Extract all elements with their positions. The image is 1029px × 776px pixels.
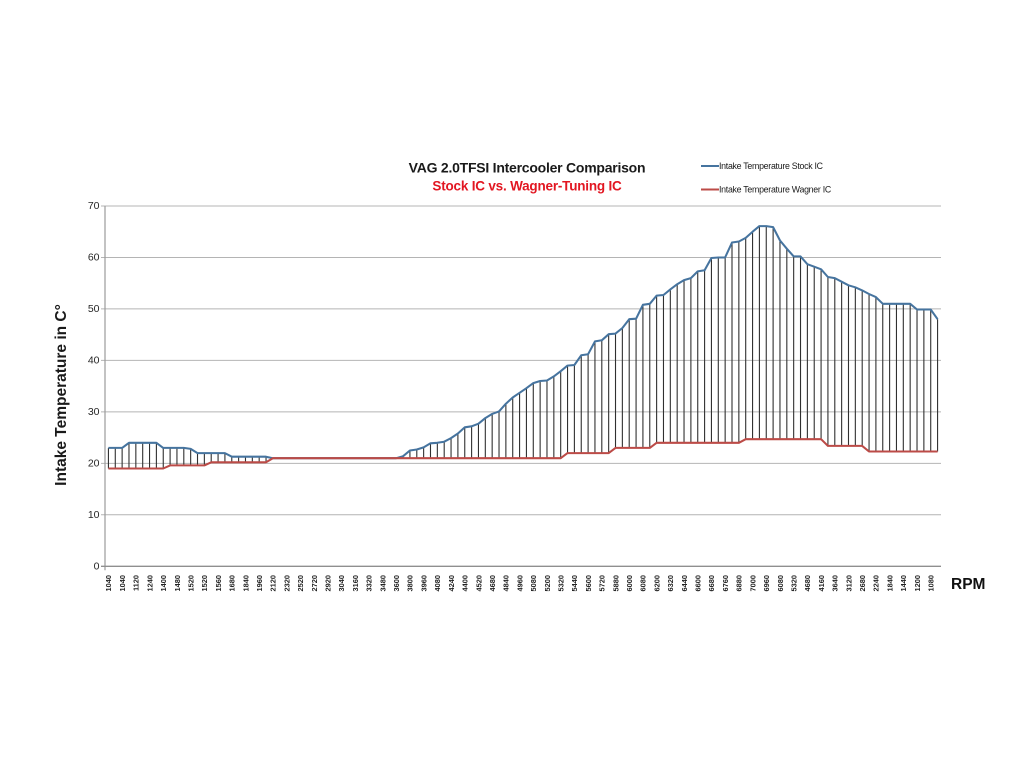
svg-text:10: 10 — [88, 509, 100, 521]
svg-text:1520: 1520 — [187, 575, 196, 591]
svg-text:3120: 3120 — [844, 575, 853, 591]
svg-text:6080: 6080 — [776, 575, 785, 591]
svg-text:6080: 6080 — [639, 575, 648, 591]
svg-text:3480: 3480 — [378, 575, 387, 591]
svg-text:3600: 3600 — [392, 575, 401, 591]
svg-text:5440: 5440 — [570, 575, 579, 591]
svg-text:6440: 6440 — [680, 575, 689, 591]
svg-text:5880: 5880 — [611, 575, 620, 591]
svg-text:6200: 6200 — [652, 575, 661, 591]
svg-text:4160: 4160 — [817, 575, 826, 591]
svg-text:2240: 2240 — [872, 575, 881, 591]
svg-text:1480: 1480 — [173, 575, 182, 591]
svg-text:4080: 4080 — [433, 575, 442, 591]
svg-text:VAG 2.0TFSI Intercooler Compar: VAG 2.0TFSI Intercooler Comparison — [409, 160, 646, 176]
svg-text:6680: 6680 — [707, 575, 716, 591]
svg-text:30: 30 — [88, 406, 100, 418]
svg-text:2320: 2320 — [282, 575, 291, 591]
svg-text:3960: 3960 — [419, 575, 428, 591]
svg-text:RPM: RPM — [951, 576, 985, 593]
svg-text:3040: 3040 — [337, 575, 346, 591]
svg-text:1520: 1520 — [200, 575, 209, 591]
svg-text:Intake Temperature Stock IC: Intake Temperature Stock IC — [719, 161, 824, 171]
svg-text:5720: 5720 — [598, 575, 607, 591]
svg-text:1440: 1440 — [899, 575, 908, 591]
svg-text:4680: 4680 — [488, 575, 497, 591]
svg-text:5080: 5080 — [529, 575, 538, 591]
svg-text:50: 50 — [88, 303, 100, 315]
svg-text:3640: 3640 — [831, 575, 840, 591]
svg-text:6320: 6320 — [666, 575, 675, 591]
svg-text:2520: 2520 — [296, 575, 305, 591]
svg-text:2680: 2680 — [858, 575, 867, 591]
svg-text:1200: 1200 — [913, 575, 922, 591]
svg-text:1560: 1560 — [214, 575, 223, 591]
svg-text:5600: 5600 — [584, 575, 593, 591]
svg-text:4520: 4520 — [474, 575, 483, 591]
svg-text:6000: 6000 — [625, 575, 634, 591]
svg-text:1840: 1840 — [241, 575, 250, 591]
svg-text:5320: 5320 — [557, 575, 566, 591]
svg-text:6960: 6960 — [762, 575, 771, 591]
svg-text:6600: 6600 — [694, 575, 703, 591]
svg-text:2920: 2920 — [324, 575, 333, 591]
svg-text:6760: 6760 — [721, 575, 730, 591]
svg-text:1960: 1960 — [255, 575, 264, 591]
svg-text:5320: 5320 — [790, 575, 799, 591]
svg-text:7000: 7000 — [748, 575, 757, 591]
svg-text:Stock IC vs. Wagner-Tuning IC: Stock IC vs. Wagner-Tuning IC — [432, 179, 622, 194]
svg-text:5200: 5200 — [543, 575, 552, 591]
svg-text:3800: 3800 — [406, 575, 415, 591]
svg-text:3160: 3160 — [351, 575, 360, 591]
svg-text:70: 70 — [88, 200, 100, 212]
svg-text:60: 60 — [88, 252, 100, 264]
svg-text:1120: 1120 — [132, 575, 141, 591]
svg-text:Intake Temperature in C°: Intake Temperature in C° — [53, 304, 70, 486]
svg-text:1240: 1240 — [145, 575, 154, 591]
svg-text:20: 20 — [88, 457, 100, 469]
svg-text:1840: 1840 — [885, 575, 894, 591]
svg-text:1080: 1080 — [927, 575, 936, 591]
svg-text:1680: 1680 — [228, 575, 237, 591]
svg-text:1040: 1040 — [118, 575, 127, 591]
svg-text:6880: 6880 — [735, 575, 744, 591]
svg-text:4400: 4400 — [461, 575, 470, 591]
svg-text:0: 0 — [94, 560, 100, 572]
svg-text:40: 40 — [88, 354, 100, 366]
svg-text:4680: 4680 — [803, 575, 812, 591]
svg-text:4960: 4960 — [515, 575, 524, 591]
svg-text:2720: 2720 — [310, 575, 319, 591]
svg-text:1400: 1400 — [159, 575, 168, 591]
svg-text:Intake Temperature Wagner IC: Intake Temperature Wagner IC — [719, 185, 832, 195]
svg-text:1040: 1040 — [104, 575, 113, 591]
svg-text:4240: 4240 — [447, 575, 456, 591]
svg-text:4840: 4840 — [502, 575, 511, 591]
svg-text:3320: 3320 — [365, 575, 374, 591]
svg-text:2120: 2120 — [269, 575, 278, 591]
